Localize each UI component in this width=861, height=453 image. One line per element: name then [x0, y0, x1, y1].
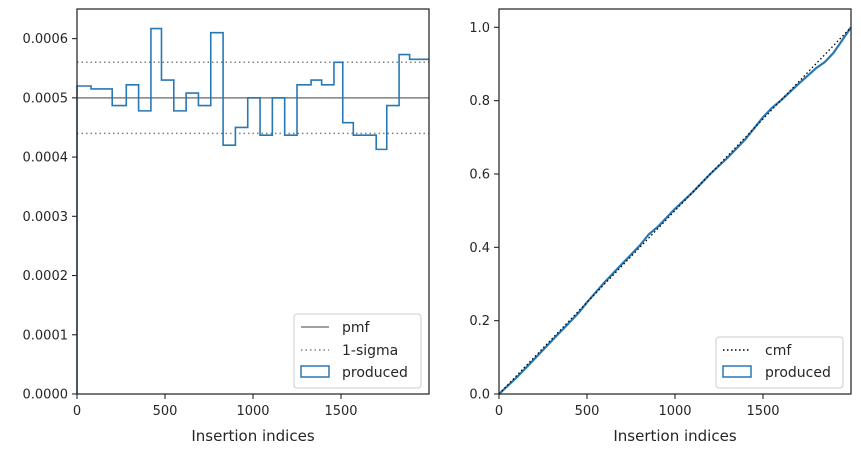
- pmf-x-axis-label: Insertion indices: [191, 427, 314, 445]
- pmf-panel: 0 500 1000 1500 0.00000.00010.00020.00030.0…: [23, 8, 430, 445]
- legend-cmf-produced-label: produced: [765, 365, 831, 381]
- cmf-y-tick-label: 0.4: [469, 241, 490, 256]
- cmf-legend: cmf produced: [715, 336, 844, 389]
- produced-histogram: [76, 27, 429, 394]
- cmf-y-tick-label: 1.0: [469, 21, 490, 36]
- cmf-y-tick-label: 0.2: [469, 314, 490, 329]
- cmf-x-tick-label: 1500: [746, 404, 779, 419]
- cmf-x-axis-label: Insertion indices: [613, 427, 736, 445]
- pmf-x-tick-label: 1500: [324, 404, 357, 419]
- pmf-y-tick-label: 0.0000: [23, 388, 69, 403]
- pmf-legend: pmf 1-sigma produced: [293, 313, 422, 389]
- pmf-x-tick-label: 500: [153, 404, 178, 419]
- pmf-y-tick-label: 0.0001: [23, 328, 69, 343]
- cmf-x-ticks: 0 500 1000 1500: [495, 394, 780, 419]
- pmf-y-tick-label: 0.0002: [23, 269, 69, 284]
- pmf-x-ticks: 0 500 1000 1500: [73, 394, 358, 419]
- legend-cmf-label: cmf: [765, 343, 792, 359]
- cmf-x-tick-label: 0: [495, 404, 503, 419]
- pmf-y-tick-label: 0.0003: [23, 210, 69, 225]
- pmf-plot-area: [76, 27, 429, 394]
- pmf-y-tick-label: 0.0004: [23, 151, 69, 166]
- produced-cumulative-line: [498, 26, 852, 395]
- cmf-y-tick-label: 0.0: [469, 388, 490, 403]
- pmf-y-tick-label: 0.0006: [23, 32, 69, 47]
- cmf-y-tick-label: 0.6: [469, 168, 490, 183]
- pmf-legend-box: [293, 313, 422, 389]
- pmf-x-tick-label: 0: [73, 404, 81, 419]
- legend-sigma-label: 1-sigma: [342, 343, 398, 359]
- legend-produced-swatch: [300, 365, 330, 378]
- pmf-x-tick-label: 1000: [236, 404, 269, 419]
- pmf-y-ticks: 0.0000 0.0001 0.0002 0.0003 0.0004 0.0005 0.00…: [23, 32, 77, 403]
- cmf-panel: 0 500 1000 1500 0.0 0.2 0.4 0.6 0.8 1.0 Insertio…: [469, 8, 852, 445]
- cmf-plot-area: [498, 26, 852, 395]
- cmf-y-ticks: 0.0 0.2 0.4 0.6 0.8 1.0: [469, 21, 499, 403]
- legend-produced-label: produced: [342, 365, 408, 381]
- legend-pmf-label: pmf: [342, 320, 371, 336]
- pmf-y-tick-label: 0.0005: [23, 91, 69, 106]
- cmf-axes-frame: [498, 8, 852, 395]
- cmf-y-tick-label: 0.8: [469, 94, 490, 109]
- cmf-x-tick-label: 1000: [658, 404, 691, 419]
- cmf-reference-line: [498, 26, 852, 395]
- legend-cmf-produced-swatch: [722, 365, 752, 378]
- cmf-x-tick-label: 500: [575, 404, 600, 419]
